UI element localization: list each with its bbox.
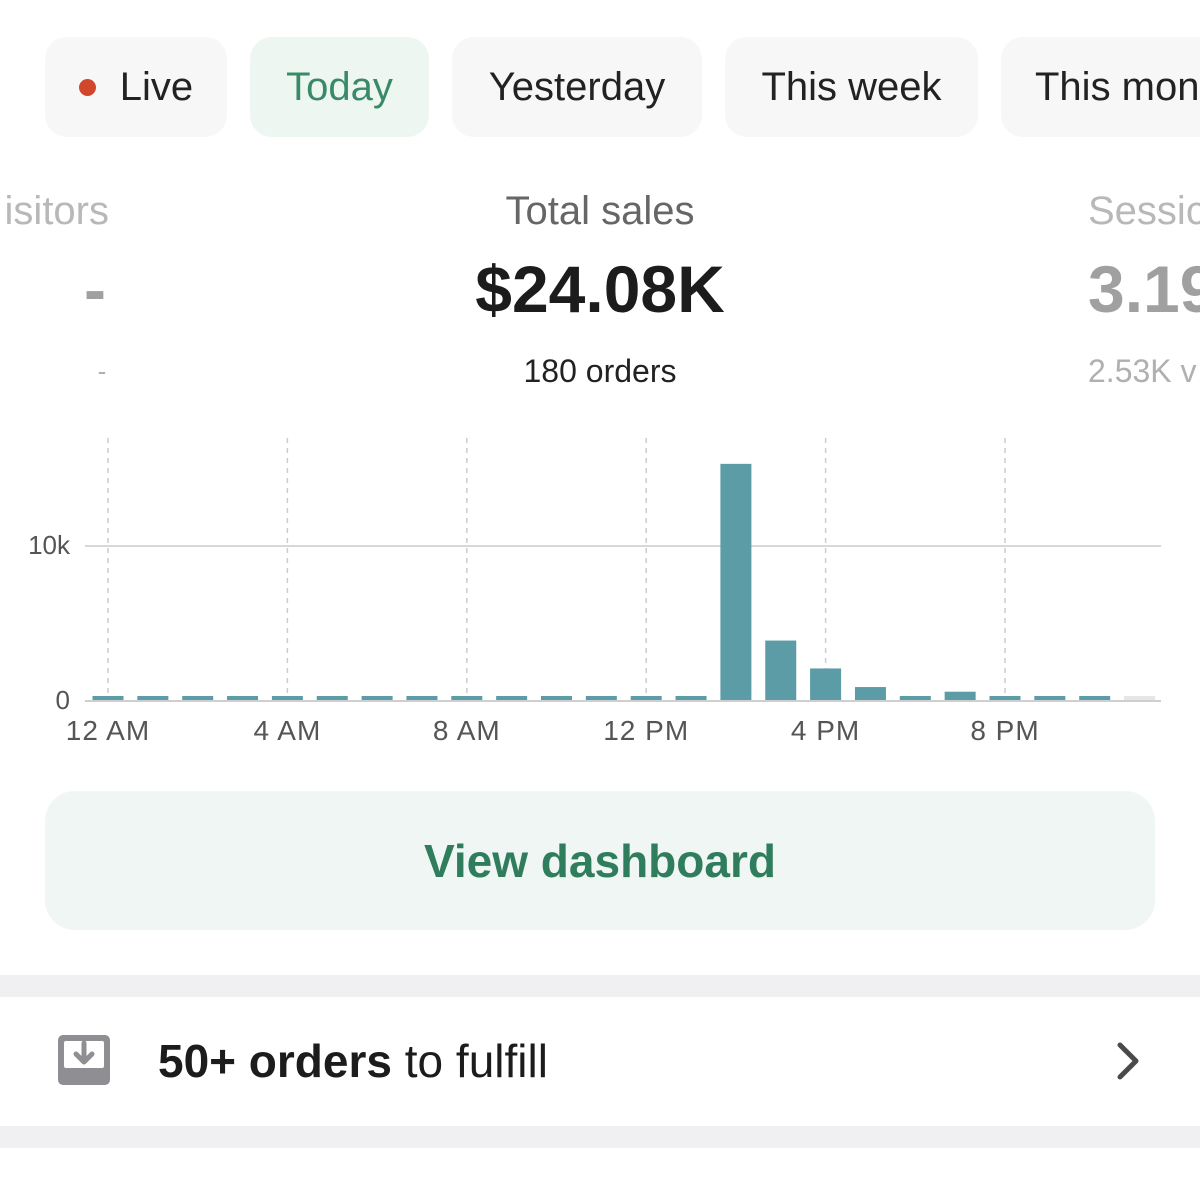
hourly-sales-chart: 0 10k 12 AM 4 AM 8 AM 12 PM 4 PM 8 PM bbox=[28, 438, 1161, 746]
filter-chip-label: This week bbox=[761, 64, 942, 109]
chart-bar bbox=[271, 696, 303, 701]
chart-bar bbox=[765, 640, 797, 701]
chart-bar bbox=[406, 696, 438, 701]
metric-sessions[interactable]: Sessic 3.19 2.53K v bbox=[1088, 185, 1200, 393]
metric-value: - bbox=[84, 252, 106, 326]
x-tick-label: 4 PM bbox=[791, 715, 860, 746]
chevron-right-icon bbox=[1117, 1042, 1139, 1080]
filter-chip-this-month[interactable]: This mon bbox=[1001, 37, 1200, 137]
view-dashboard-button[interactable]: View dashboard bbox=[45, 791, 1155, 930]
metric-value: 3.19 bbox=[1088, 252, 1200, 326]
chart-bar bbox=[1079, 696, 1111, 701]
chart-bar bbox=[675, 696, 707, 701]
orders-count: 50+ orders bbox=[158, 1035, 392, 1087]
metric-subtext: 2.53K v bbox=[1088, 353, 1197, 389]
section-divider bbox=[0, 1126, 1200, 1148]
orders-suffix: to fulfill bbox=[391, 1035, 548, 1087]
chart-bar bbox=[630, 696, 662, 701]
inbox-download-icon bbox=[58, 1035, 110, 1085]
x-tick-label: 4 AM bbox=[253, 715, 321, 746]
filter-chip-this-week[interactable]: This week bbox=[725, 37, 978, 137]
metric-subtext: 180 orders bbox=[523, 353, 677, 389]
chart-bar bbox=[810, 668, 842, 701]
chart-bar bbox=[361, 696, 393, 701]
chart-bar bbox=[720, 463, 752, 701]
chart-bar bbox=[899, 696, 931, 701]
live-indicator-dot bbox=[78, 78, 96, 96]
section-divider bbox=[0, 975, 1200, 997]
x-tick-label: 8 PM bbox=[970, 715, 1039, 746]
chart-bar bbox=[989, 696, 1021, 701]
x-tick-label: 12 PM bbox=[603, 715, 689, 746]
filter-chip-label: Today bbox=[286, 64, 393, 109]
filter-chip-live[interactable]: Live bbox=[45, 37, 227, 137]
y-tick-label: 0 bbox=[56, 685, 70, 715]
chart-bar bbox=[182, 696, 214, 701]
chart-bar bbox=[227, 696, 259, 701]
x-tick-label: 12 AM bbox=[66, 715, 150, 746]
filter-chip-today[interactable]: Today bbox=[250, 37, 429, 137]
chart-bar bbox=[1034, 696, 1066, 701]
chart-bar bbox=[541, 696, 572, 701]
view-dashboard-label: View dashboard bbox=[424, 834, 776, 887]
metric-label: Sessic bbox=[1088, 189, 1200, 233]
filter-chip-label: Live bbox=[119, 64, 194, 109]
chart-bar bbox=[137, 696, 169, 701]
orders-to-fulfill-text: 50+ orders to fulfill bbox=[158, 1033, 548, 1089]
metric-label: Total sales bbox=[505, 189, 695, 233]
x-tick-label: 8 AM bbox=[433, 715, 501, 746]
chart-bar bbox=[585, 696, 617, 701]
metric-label: isitors bbox=[4, 189, 109, 233]
filter-chip-yesterday[interactable]: Yesterday bbox=[452, 37, 702, 137]
chart-bar bbox=[496, 696, 528, 701]
chart-bar bbox=[316, 696, 348, 701]
chart-bar bbox=[854, 687, 886, 701]
y-tick-label: 10k bbox=[28, 530, 71, 560]
chart-bar bbox=[944, 691, 976, 701]
metric-value: $24.08K bbox=[475, 252, 725, 326]
chart-bar bbox=[1124, 696, 1156, 701]
metric-subtext: - bbox=[97, 356, 107, 386]
orders-to-fulfill-row[interactable]: 50+ orders to fulfill bbox=[0, 997, 1200, 1126]
filter-chip-label: Yesterday bbox=[488, 64, 666, 109]
period-filter-bar: Live Today Yesterday This week This mon bbox=[0, 37, 1200, 137]
filter-chip-label: This mon bbox=[1035, 64, 1200, 109]
metric-total-sales[interactable]: Total sales $24.08K 180 orders bbox=[350, 185, 850, 393]
chart-bar bbox=[451, 696, 483, 701]
chart-bar bbox=[92, 696, 124, 701]
metric-visitors[interactable]: isitors - - bbox=[0, 185, 200, 393]
